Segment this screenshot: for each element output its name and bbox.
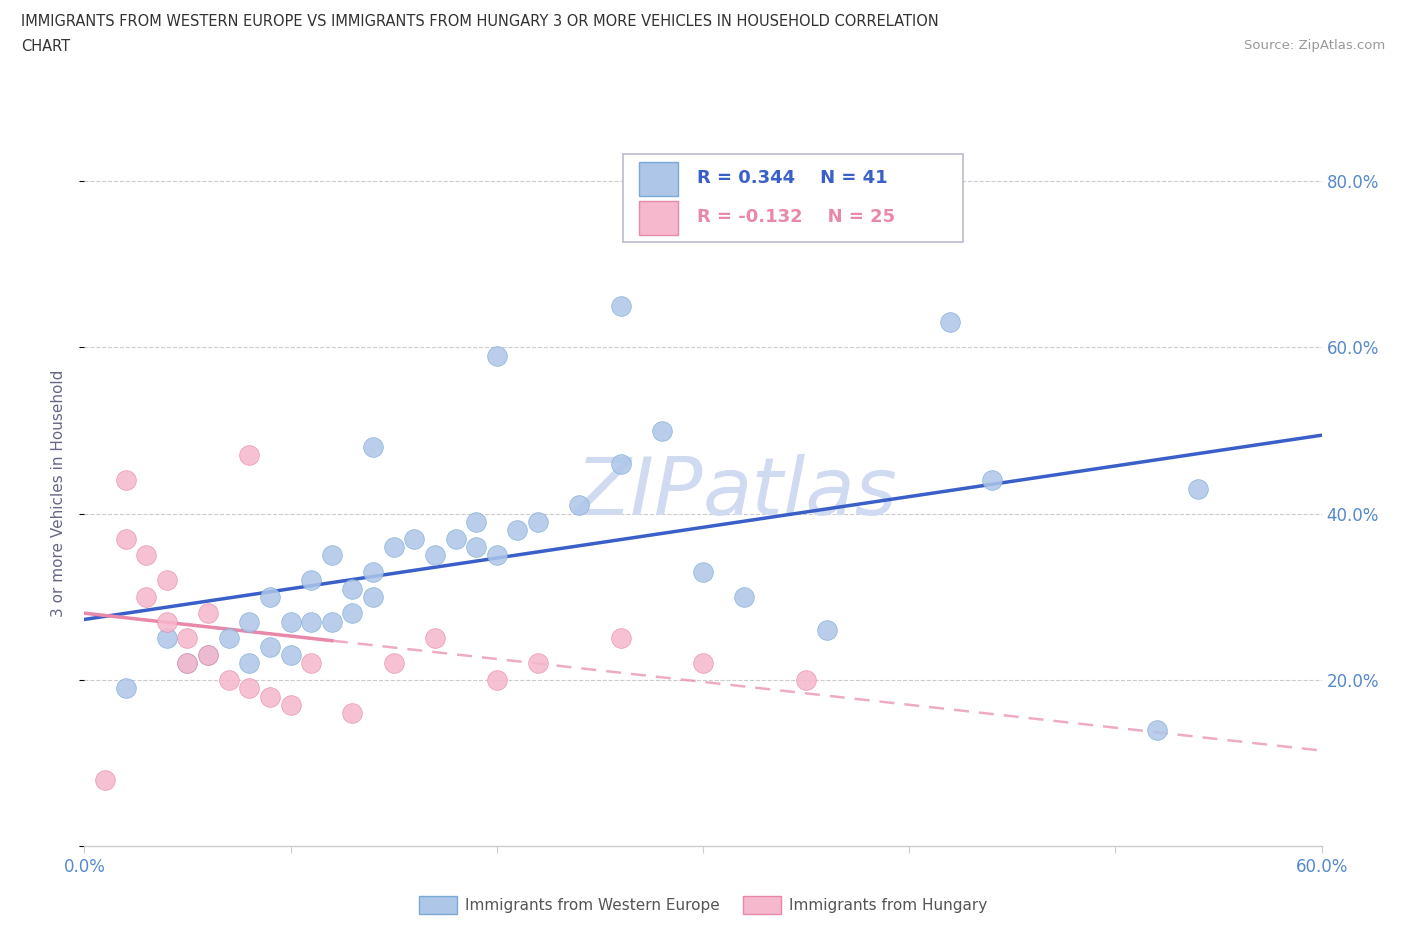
Point	[1187, 482, 1209, 497]
Point	[299, 573, 322, 588]
Text: R = 0.344    N = 41: R = 0.344 N = 41	[697, 169, 887, 187]
Point	[238, 615, 260, 630]
Point	[980, 473, 1002, 488]
Point	[135, 590, 157, 604]
Point	[485, 348, 508, 363]
Point	[280, 615, 302, 630]
Text: Source: ZipAtlas.com: Source: ZipAtlas.com	[1244, 39, 1385, 52]
Text: R = -0.132    N = 25: R = -0.132 N = 25	[697, 208, 896, 226]
Point	[197, 606, 219, 621]
Point	[114, 473, 136, 488]
Point	[609, 299, 631, 313]
Point	[568, 498, 591, 512]
Point	[342, 606, 364, 621]
Point	[342, 581, 364, 596]
Point	[361, 565, 384, 579]
Point	[197, 647, 219, 662]
Point	[651, 423, 673, 438]
Point	[361, 590, 384, 604]
Point	[94, 772, 117, 787]
Text: CHART: CHART	[21, 39, 70, 54]
Point	[423, 631, 446, 645]
FancyBboxPatch shape	[638, 201, 678, 235]
Point	[527, 656, 550, 671]
FancyBboxPatch shape	[638, 162, 678, 196]
Point	[733, 590, 755, 604]
Point	[382, 539, 405, 554]
Point	[176, 631, 198, 645]
Point	[465, 514, 488, 529]
Point	[361, 440, 384, 455]
Point	[609, 457, 631, 472]
FancyBboxPatch shape	[623, 153, 963, 242]
Point	[382, 656, 405, 671]
Point	[114, 531, 136, 546]
Point	[794, 672, 817, 687]
Point	[156, 615, 179, 630]
Point	[321, 615, 343, 630]
Point	[197, 647, 219, 662]
Text: IMMIGRANTS FROM WESTERN EUROPE VS IMMIGRANTS FROM HUNGARY 3 OR MORE VEHICLES IN : IMMIGRANTS FROM WESTERN EUROPE VS IMMIGR…	[21, 14, 939, 29]
Point	[465, 539, 488, 554]
Point	[238, 681, 260, 696]
Legend: Immigrants from Western Europe, Immigrants from Hungary: Immigrants from Western Europe, Immigran…	[413, 890, 993, 920]
Point	[1146, 723, 1168, 737]
Point	[299, 615, 322, 630]
Point	[404, 531, 426, 546]
Point	[280, 647, 302, 662]
Point	[156, 573, 179, 588]
Point	[485, 548, 508, 563]
Point	[259, 590, 281, 604]
Point	[259, 689, 281, 704]
Text: atlas: atlas	[703, 454, 898, 532]
Point	[342, 706, 364, 721]
Point	[280, 698, 302, 712]
Point	[939, 315, 962, 330]
Point	[218, 631, 240, 645]
Point	[135, 548, 157, 563]
Point	[176, 656, 198, 671]
Point	[238, 448, 260, 463]
Point	[114, 681, 136, 696]
Point	[156, 631, 179, 645]
Point	[218, 672, 240, 687]
Point	[815, 623, 838, 638]
Point	[423, 548, 446, 563]
Point	[506, 523, 529, 538]
Point	[444, 531, 467, 546]
Point	[609, 631, 631, 645]
Point	[259, 639, 281, 654]
Point	[299, 656, 322, 671]
Text: ZIP: ZIP	[575, 454, 703, 532]
Point	[321, 548, 343, 563]
Y-axis label: 3 or more Vehicles in Household: 3 or more Vehicles in Household	[51, 369, 66, 617]
Point	[238, 656, 260, 671]
Point	[692, 656, 714, 671]
Point	[485, 672, 508, 687]
Point	[527, 514, 550, 529]
Point	[176, 656, 198, 671]
Point	[692, 565, 714, 579]
